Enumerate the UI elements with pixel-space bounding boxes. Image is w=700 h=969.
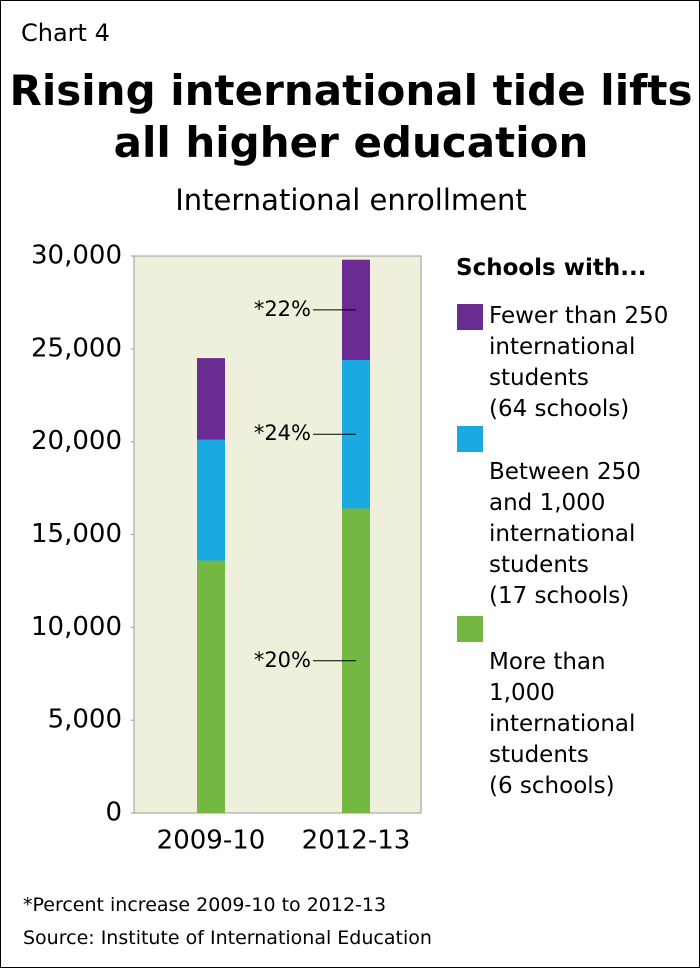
- legend-swatch: [457, 426, 483, 452]
- legend-swatch: [457, 304, 483, 330]
- y-tick-label: 5,000: [48, 705, 122, 735]
- legend-label: Fewer than 250 international students (6…: [489, 303, 669, 422]
- legend-label: More than 1,000 international students (…: [489, 649, 636, 799]
- chart-title: Rising international tide lifts all high…: [9, 66, 693, 167]
- y-tick-label: 20,000: [31, 426, 122, 456]
- y-tick-label: 25,000: [31, 333, 122, 363]
- bar-segment: [197, 560, 225, 813]
- y-tick-label: 0: [105, 798, 122, 828]
- y-tick-label: 15,000: [31, 519, 122, 549]
- source: Source: Institute of International Educa…: [23, 927, 432, 949]
- annotation: *20%: [254, 648, 311, 672]
- x-tick-label: 2012-13: [302, 826, 411, 856]
- annotation: *22%: [254, 297, 311, 321]
- legend-title: Schools with...: [456, 255, 647, 281]
- legend-label: Between 250 and 1,000 international stud…: [489, 459, 641, 609]
- chart-label: Chart 4: [21, 19, 110, 47]
- annotation: *24%: [254, 421, 311, 445]
- y-tick-label: 30,000: [31, 241, 122, 271]
- footnote: *Percent increase 2009-10 to 2012-13: [23, 894, 387, 916]
- x-tick-label: 2009-10: [157, 826, 266, 856]
- chart-subtitle: International enrollment: [175, 183, 527, 217]
- legend-swatch: [457, 616, 483, 642]
- plot-area: [133, 255, 422, 814]
- bar-segment: [197, 439, 225, 561]
- bar-segment: [197, 358, 225, 440]
- y-tick-label: 10,000: [31, 612, 122, 642]
